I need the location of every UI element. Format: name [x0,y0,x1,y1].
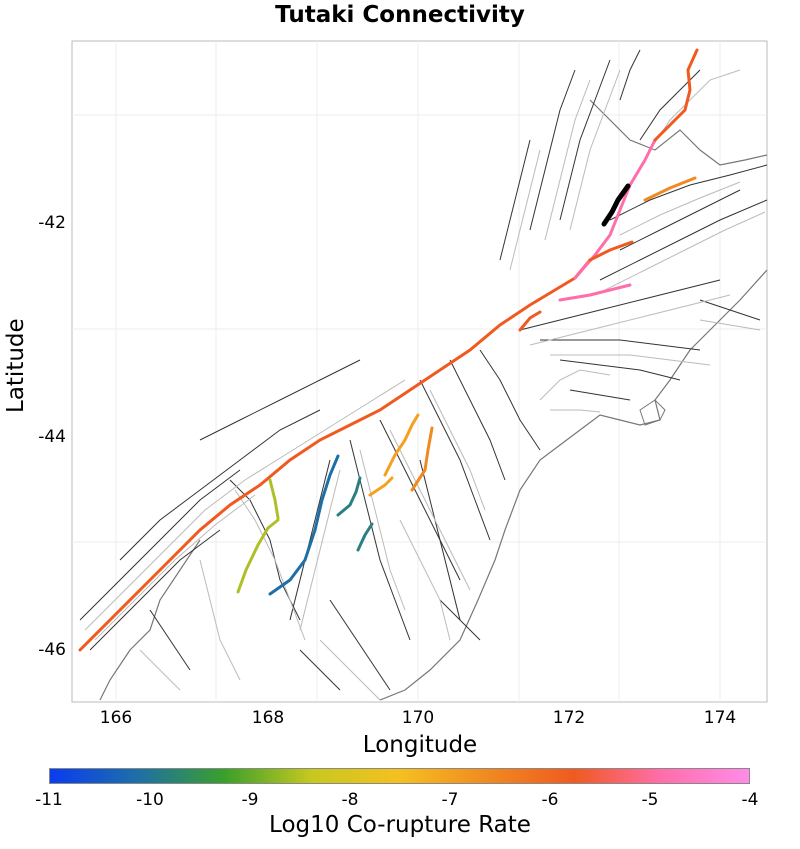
fault-olive-2 [268,478,280,520]
colorbar-tick-label: -7 [441,790,459,810]
rupture-segment-black [601,183,631,227]
fault-orange-1 [368,476,394,497]
colorbar [49,768,750,784]
colorbar-label: Log10 Co-rupture Rate [269,812,531,838]
y-tick-label: -42 [38,213,66,233]
colorbar-tick-label: -4 [741,790,759,810]
colorbar-tick-label: -11 [35,790,63,810]
x-tick-label: 174 [703,708,737,728]
awatere-fault [643,176,697,202]
fault-orange-2 [383,413,420,477]
colorbar-tick-label: -8 [341,790,359,810]
fault-plane-outlines [84,69,766,701]
y-axis-label: Latitude [3,318,29,413]
y-tick-label: -44 [38,427,66,447]
y-tick-label: -46 [38,640,66,660]
clarence-fault [588,240,634,262]
x-tick-label: 172 [552,708,586,728]
colorbar-tick-label: -5 [641,790,659,810]
corupture-faults [78,48,699,652]
hope-fault [558,283,632,302]
wairau-fault [573,138,657,280]
alpine-fault [78,258,592,652]
plot-frame [71,40,768,703]
fault-teal-1 [336,476,362,517]
x-axis-label: Longitude [362,732,478,758]
background-faults [79,49,768,691]
fault-teal-2 [356,522,374,552]
kekerengu-fault [653,48,699,142]
fault-olive-1 [236,518,280,594]
colorbar-tick-label: -9 [241,790,259,810]
colorbar-tick-label: -10 [136,790,164,810]
x-tick-label: 168 [251,708,285,728]
banks-peninsula [639,399,666,426]
colorbar-tick-label: -6 [541,790,559,810]
x-tick-label: 166 [99,708,133,728]
x-tick-label: 170 [401,708,435,728]
fault-orange-3 [410,426,434,492]
chart-title: Tutaki Connectivity [275,2,525,28]
fault-marlborough-segment [518,310,542,332]
fault-blue-1 [268,454,340,596]
